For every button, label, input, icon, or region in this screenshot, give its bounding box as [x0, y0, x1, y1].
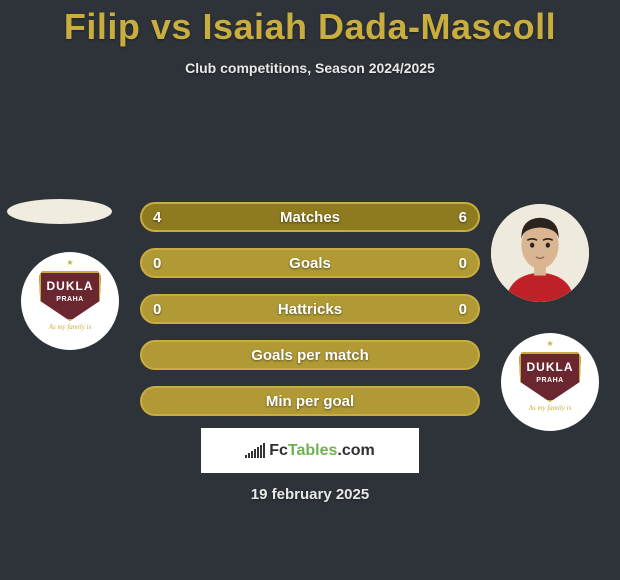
player-right-avatar	[491, 204, 589, 302]
stat-row: Min per goal	[140, 386, 480, 416]
club-subname: PRAHA	[39, 296, 101, 303]
stat-bars: 46Matches 00Goals 00Hattricks Goals per mat…	[140, 202, 480, 432]
club-badge-left: ★ DUKLA PRAHA As my family is	[21, 252, 119, 350]
star-icon: ★	[519, 339, 581, 348]
club-tagline: As my family is	[49, 323, 92, 331]
page-subtitle: Club competitions, Season 2024/2025	[0, 60, 620, 76]
club-badge-right: ★ DUKLA PRAHA As my family is	[501, 333, 599, 431]
stat-row: Goals per match	[140, 340, 480, 370]
stat-label: Goals per match	[142, 347, 478, 364]
branding-text: FcTables.com	[269, 442, 375, 460]
club-tagline: As my family is	[529, 404, 572, 412]
date-label: 19 february 2025	[0, 486, 620, 503]
stat-label: Hattricks	[142, 301, 478, 318]
branding-box: FcTables.com	[201, 428, 419, 473]
chart-icon	[245, 443, 265, 458]
stat-label: Min per goal	[142, 393, 478, 410]
club-name: DUKLA	[39, 279, 101, 293]
star-icon: ★	[39, 258, 101, 267]
stat-row: 00Goals	[140, 248, 480, 278]
stat-label: Goals	[142, 255, 478, 272]
player-left-avatar	[7, 199, 112, 224]
page-title: Filip vs Isaiah Dada-Mascoll	[0, 0, 620, 48]
club-name: DUKLA	[519, 360, 581, 374]
stat-row: 46Matches	[140, 202, 480, 232]
stat-row: 00Hattricks	[140, 294, 480, 324]
club-subname: PRAHA	[519, 377, 581, 384]
stat-label: Matches	[142, 209, 478, 226]
